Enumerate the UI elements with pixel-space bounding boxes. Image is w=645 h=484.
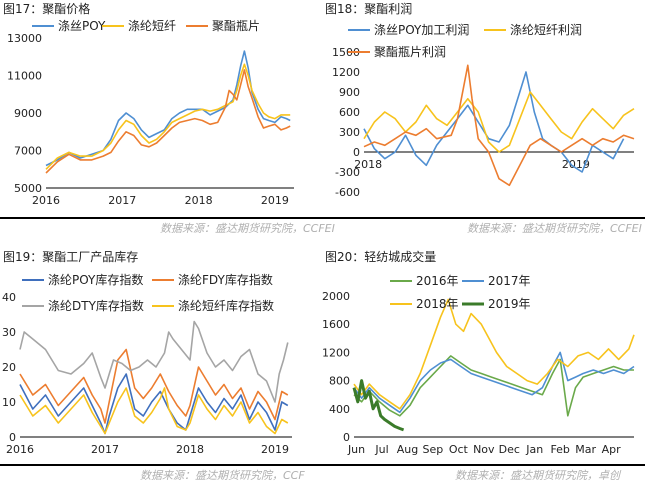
series-line-1 [353, 351, 635, 414]
x-tick-label: Jun [347, 443, 365, 456]
y-tick-label: 1200 [332, 66, 360, 79]
divider-top [0, 217, 645, 219]
panel-title-price: 图17：聚酯价格 [3, 2, 91, 16]
legend-label: 2017年 [488, 274, 531, 288]
y-tick-label: 5000 [14, 182, 42, 195]
x-tick-label: 2016 [32, 194, 60, 207]
series-line-0 [19, 373, 289, 435]
x-tick-label: Feb [550, 443, 569, 456]
series-line-0 [45, 50, 291, 167]
legend-label: 涤丝POY [58, 19, 106, 33]
legend-label: 涤丝POY加工利润 [374, 23, 469, 37]
y-tick-label: -300 [335, 166, 360, 179]
series-line-1 [19, 348, 289, 424]
legend-label: 2016年 [416, 274, 459, 288]
chart-polyester-price: 5000 7000 9000 11000 13000 2016 2017 2018 2019 涤丝… [7, 19, 294, 207]
x-tick-label: 2019 [261, 443, 289, 456]
source-note-profit: 数据来源：盛达期货研究院，CCFEI [467, 222, 642, 235]
x-tick-label: Dec [499, 443, 520, 456]
legend-label: 聚酯瓶片 [212, 19, 260, 33]
panel-title-inventory: 图19：聚酯工厂产品库存 [3, 250, 139, 264]
legend-label: 涤纶短纤利润 [510, 23, 582, 37]
y-tick-label: 900 [339, 86, 360, 99]
series-line-3 [352, 379, 405, 432]
legend-label: 涤纶FDY库存指数 [178, 272, 273, 287]
y-tick-label: 600 [339, 106, 360, 119]
x-tick-label: 2018 [185, 194, 213, 207]
x-tick-label: Apr [602, 443, 622, 456]
y-tick-label: 10 [2, 396, 16, 409]
y-tick-label: 0 [343, 431, 350, 444]
y-tick-label: 11000 [7, 70, 42, 83]
series-line-2 [45, 69, 291, 174]
y-tick-label: 800 [329, 375, 350, 388]
chart-textile-city-volume: 0 400 800 1200 1600 2000 Jun Jul Aug Sep Oct Nov Dec… [322, 274, 635, 456]
divider-bottom [0, 464, 645, 466]
legend-label: 聚酯瓶片利润 [374, 45, 446, 59]
series-line-0 [363, 71, 625, 173]
y-tick-label: 30 [2, 326, 16, 339]
y-tick-label: 20 [2, 361, 16, 374]
legend-label: 2018年 [416, 297, 459, 311]
y-tick-label: 7000 [14, 145, 42, 158]
y-tick-label: -600 [335, 186, 360, 199]
x-tick-label: Nov [473, 443, 495, 456]
x-tick-label: Jan [525, 443, 543, 456]
y-tick-label: 13000 [7, 32, 42, 45]
legend-label: 涤纶短纤库存指数 [178, 298, 274, 313]
legend-label: 涤纶DTY库存指数 [48, 298, 144, 313]
x-tick-label: 2017 [108, 194, 136, 207]
x-tick-label: 2019 [261, 194, 289, 207]
series-line-1 [45, 63, 291, 170]
x-tick-label: Mar [575, 443, 596, 456]
legend-label: 涤纶短纤 [128, 19, 176, 33]
y-tick-label: 1600 [322, 318, 350, 331]
series-line-2 [363, 64, 635, 187]
series-line-2 [19, 320, 289, 403]
legend-label: 涤纶POY库存指数 [48, 272, 143, 287]
y-tick-label: 400 [329, 403, 350, 416]
series-line-3 [19, 387, 289, 435]
y-tick-label: 40 [2, 291, 16, 304]
x-tick-label: 2018 [354, 158, 382, 171]
source-note-price: 数据来源：盛达期货研究院，CCFEI [160, 222, 335, 235]
source-note-volume: 数据来源：盛达期货研究院，卓创 [455, 469, 620, 482]
chart-factory-inventory: 0 10 20 30 40 2016 2017 2018 2019 涤纶POY库存指数 涤纶FDY库… [2, 272, 292, 456]
y-tick-label: 0 [353, 146, 360, 159]
source-note-inventory: 数据来源：盛达期货研究院，CCF [140, 469, 305, 482]
x-tick-label: Oct [449, 443, 469, 456]
x-tick-label: Jul [374, 443, 388, 456]
x-tick-label: 2016 [6, 443, 34, 456]
x-tick-label: 2017 [91, 443, 119, 456]
x-tick-label: 2018 [176, 443, 204, 456]
series-line-2 [353, 298, 635, 410]
y-tick-label: 1200 [322, 346, 350, 359]
x-tick-label: Sep [423, 443, 444, 456]
panel-title-volume: 图20：轻纺城成交量 [325, 250, 437, 264]
y-tick-label: 0 [9, 431, 16, 444]
y-tick-label: 9000 [14, 107, 42, 120]
y-tick-label: 2000 [322, 290, 350, 303]
y-tick-label: 1500 [332, 46, 360, 59]
series-line-1 [363, 91, 635, 153]
legend-label: 2019年 [488, 297, 531, 311]
series-line-0 [353, 355, 634, 417]
panel-title-profit: 图18：聚酯利润 [325, 2, 413, 16]
x-tick-label: Aug [397, 443, 418, 456]
y-tick-label: 300 [339, 126, 360, 139]
